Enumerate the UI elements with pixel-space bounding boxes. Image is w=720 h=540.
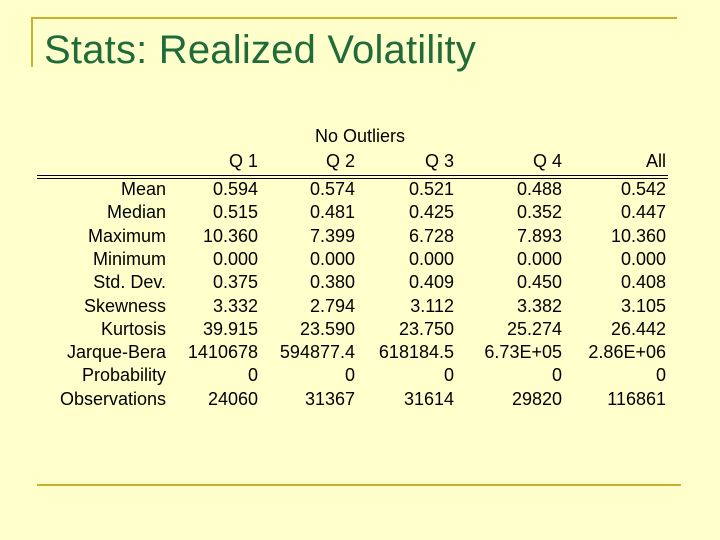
table-cell-q2: 0.481 — [309, 202, 355, 223]
table-cell-q1: 1410678 — [187, 342, 258, 363]
table-cell-q1: 10.360 — [202, 225, 258, 246]
table-cell-all: 0 — [655, 365, 666, 386]
table-cell-q4: 0.352 — [516, 202, 562, 223]
table-cell-q1: 3.332 — [212, 295, 258, 316]
slide-title: Stats: Realized Volatility — [44, 28, 477, 72]
table-cell-q3: 6.728 — [408, 225, 454, 246]
column-header-all: All — [645, 151, 666, 171]
table-cell-q4: 3.382 — [516, 295, 562, 316]
table-cell-q2: 0.380 — [309, 272, 355, 293]
table-cell-q3: 23.750 — [398, 318, 454, 339]
header-rule-top — [37, 175, 668, 176]
table-cell-q1: 0.375 — [212, 272, 258, 293]
table-cell-all: 3.105 — [620, 295, 666, 316]
table-cell-q3: 0 — [443, 365, 454, 386]
row-label: Kurtosis — [100, 318, 166, 339]
table-cell-q3: 31614 — [403, 388, 454, 409]
table-cell-q3: 0.409 — [408, 272, 454, 293]
table-cell-q2: 0 — [344, 365, 355, 386]
column-header-q2: Q 2 — [325, 151, 355, 171]
table-cell-q2: 594877.4 — [279, 342, 355, 363]
table-cell-q2: 0.000 — [309, 248, 355, 269]
table-cell-q4: 29820 — [511, 388, 562, 409]
row-label: Median — [106, 202, 166, 223]
table-cell-q1: 0.594 — [212, 179, 258, 199]
table-cell-all: 2.86E+06 — [588, 342, 666, 363]
table-cell-all: 0.000 — [620, 248, 666, 269]
table-cell-q4: 0 — [551, 365, 562, 386]
table-cell-q1: 24060 — [207, 388, 258, 409]
table-cell-q4: 7.893 — [516, 225, 562, 246]
table-cell-q4: 6.73E+05 — [484, 342, 562, 363]
group-header: No Outliers — [314, 126, 406, 146]
table-cell-all: 0.447 — [620, 202, 666, 223]
table-cell-q2: 7.399 — [309, 225, 355, 246]
table-cell-all: 0.542 — [620, 179, 666, 199]
row-label: Jarque-Bera — [66, 342, 166, 363]
table-cell-q4: 0.450 — [516, 272, 562, 293]
table-cell-q1: 0.000 — [212, 248, 258, 269]
column-header-q4: Q 4 — [532, 151, 562, 171]
table-cell-q3: 0.425 — [408, 202, 454, 223]
table-cell-all: 0.408 — [620, 272, 666, 293]
table-cell-q4: 0.488 — [516, 179, 562, 199]
title-frame-top-border — [31, 17, 677, 19]
table-cell-q4: 25.274 — [506, 318, 562, 339]
row-label: Std. Dev. — [93, 272, 166, 293]
header-rule-bottom — [37, 178, 668, 179]
column-header-q1: Q 1 — [228, 151, 258, 171]
table-cell-q2: 2.794 — [309, 295, 355, 316]
table-cell-q4: 0.000 — [516, 248, 562, 269]
table-cell-q1: 0 — [247, 365, 258, 386]
row-label: Observations — [59, 388, 166, 409]
table-cell-q2: 23.590 — [299, 318, 355, 339]
table-cell-all: 116861 — [607, 388, 666, 409]
table-cell-q2: 31367 — [304, 388, 355, 409]
row-label: Probability — [81, 365, 166, 386]
table-cell-q1: 39.915 — [202, 318, 258, 339]
table-cell-all: 26.442 — [610, 318, 666, 339]
title-frame-left-border — [31, 17, 33, 67]
table-cell-all: 10.360 — [610, 225, 666, 246]
table-cell-q1: 0.515 — [212, 202, 258, 223]
table-cell-q3: 618184.5 — [378, 342, 454, 363]
table-cell-q3: 0.521 — [408, 179, 454, 199]
row-label: Mean — [120, 179, 166, 199]
column-header-q3: Q 3 — [424, 151, 454, 171]
table-cell-q3: 3.112 — [410, 295, 454, 316]
row-label: Minimum — [92, 248, 166, 269]
row-label: Skewness — [83, 295, 166, 316]
bottom-rule — [37, 484, 681, 486]
table-cell-q2: 0.574 — [309, 179, 355, 199]
table-cell-q3: 0.000 — [408, 248, 454, 269]
row-label: Maximum — [87, 225, 166, 246]
